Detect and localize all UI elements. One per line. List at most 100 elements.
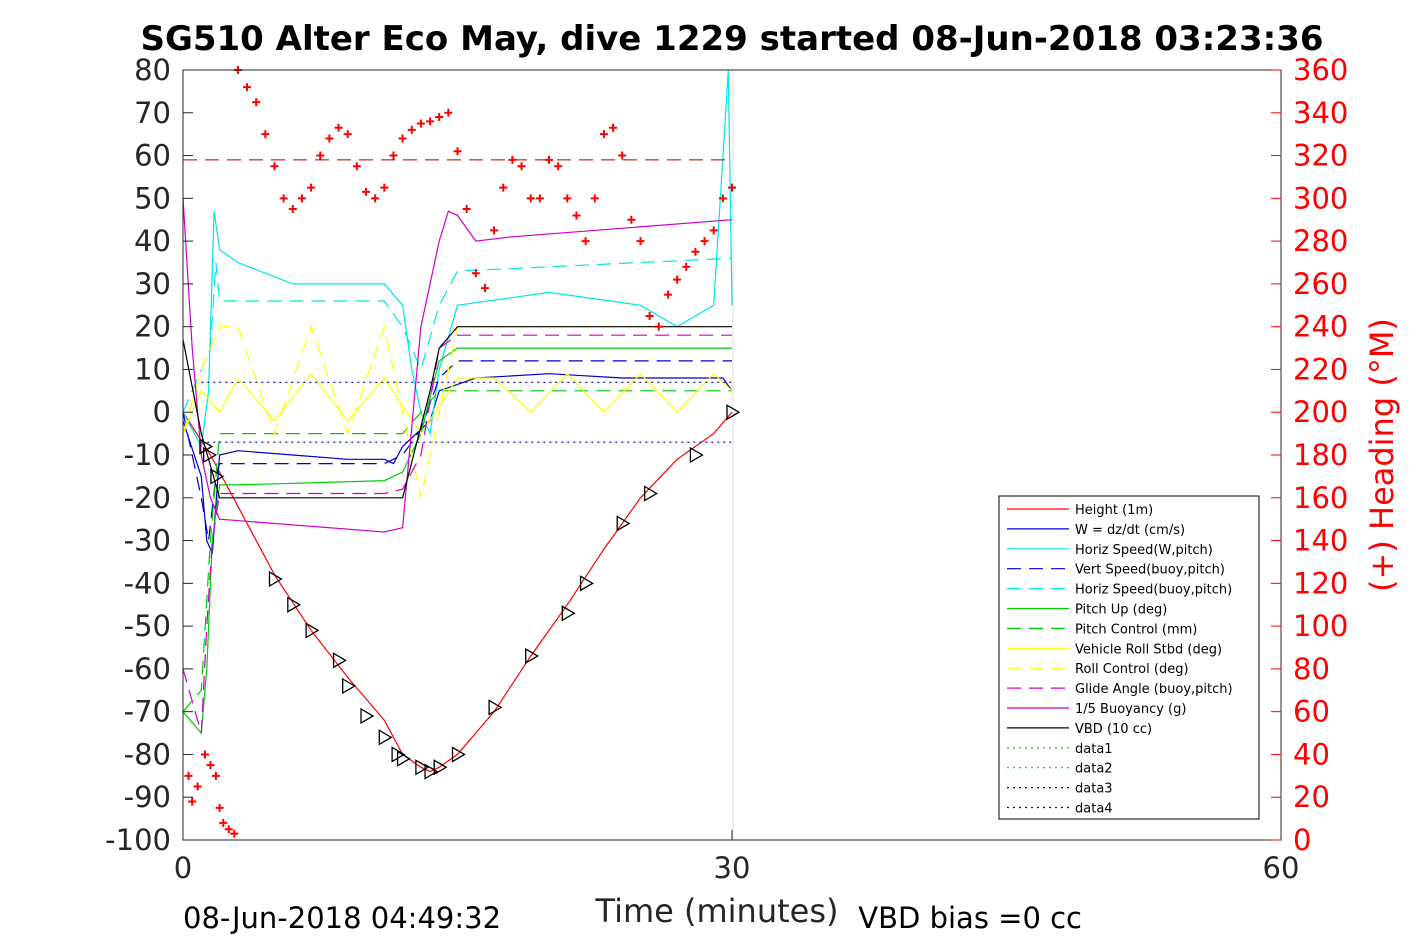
y-tick-label: -40: [124, 566, 171, 600]
heading-point: [307, 183, 316, 192]
heading-point: [499, 183, 508, 192]
heading-point: [371, 194, 380, 203]
heading-point: [663, 290, 672, 299]
heading-point: [654, 322, 663, 331]
y2-tick-label: 340: [1293, 96, 1348, 130]
heading-point: [230, 829, 239, 838]
heading-point: [316, 151, 325, 160]
y2-tick-label: 300: [1293, 181, 1348, 215]
series-line-5: [182, 257, 733, 413]
heading-point: [211, 771, 220, 780]
footer-vbd-bias: VBD bias =0 cc: [858, 901, 1082, 935]
heading-point: [572, 211, 581, 220]
heading-point: [581, 237, 590, 246]
depth-marker: [525, 647, 539, 665]
heading-point: [728, 183, 736, 192]
depth-marker: [202, 446, 217, 464]
heading-point: [380, 183, 389, 192]
heading-point: [219, 818, 228, 827]
heading-point: [453, 147, 462, 156]
heading-point: [407, 125, 416, 134]
depth-marker: [305, 622, 320, 639]
footer-timestamp: 08-Jun-2018 04:49:32: [183, 901, 501, 935]
y2-tick-label: 60: [1293, 695, 1330, 729]
depth-marker: [561, 605, 576, 622]
series-line-11: [182, 198, 733, 533]
heading-point: [243, 83, 252, 92]
heading-point: [389, 151, 398, 160]
heading-point: [462, 205, 471, 214]
heading-point: [471, 269, 480, 278]
legend-entry: W = dz/dt (cm/s): [1075, 523, 1185, 538]
heading-point: [554, 162, 563, 171]
y-tick-label: -70: [124, 695, 171, 729]
heading-point: [325, 134, 334, 143]
depth-marker: [616, 515, 631, 532]
heading-point: [288, 205, 297, 214]
legend-entry: data2: [1075, 762, 1113, 777]
y-tick-label: -20: [124, 481, 171, 515]
depth-marker: [433, 759, 448, 776]
y2-tick-label: 120: [1293, 566, 1348, 600]
heading-point: [526, 194, 535, 203]
heading-point: [426, 117, 435, 126]
heading-point: [193, 782, 202, 791]
heading-point: [618, 151, 627, 160]
heading-point: [709, 226, 718, 235]
heading-point: [270, 162, 279, 171]
y-tick-label: 10: [134, 352, 171, 386]
legend-entry: Horiz Speed(buoy,pitch): [1075, 583, 1232, 598]
y-tick-label: -100: [105, 823, 171, 857]
heading-point: [252, 98, 261, 107]
series-line-6: [182, 347, 732, 735]
depth-marker: [689, 446, 704, 464]
y2-tick-label: 80: [1293, 652, 1330, 686]
legend: Height (1m) W = dz/dt (cm/s) Horiz Speed(W…: [998, 495, 1260, 820]
heading-point: [535, 194, 544, 203]
heading-point: [352, 162, 361, 171]
x-tick-label: 0: [174, 851, 192, 885]
depth-marker: [579, 575, 594, 592]
y2-tick-label: 0: [1293, 823, 1311, 857]
y2-tick-label: 40: [1293, 737, 1330, 771]
heading-point: [343, 130, 352, 139]
y-tick-label: 0: [153, 395, 171, 429]
depth-marker: [451, 746, 466, 763]
series-line-4: [182, 360, 732, 541]
heading-point: [636, 237, 645, 246]
heading-point: [334, 123, 343, 132]
heading-point: [691, 247, 700, 256]
legend-entry: Pitch Up (deg): [1075, 603, 1167, 618]
legend-entry: Glide Angle (buoy,pitch): [1075, 682, 1233, 697]
legend-entry: data4: [1075, 802, 1113, 817]
heading-point: [517, 162, 526, 171]
y2-tick-label: 360: [1293, 53, 1348, 87]
legend-entry: Pitch Control (mm): [1075, 622, 1197, 637]
y2-tick-label: 100: [1293, 609, 1348, 643]
heading-point: [215, 803, 224, 812]
series-line-10: [182, 334, 732, 734]
heading-point: [297, 194, 306, 203]
y-tick-label: -30: [124, 524, 171, 558]
heading-point: [645, 311, 654, 320]
chart-title: SG510 Alter Eco May, dive 1229 started 0…: [140, 19, 1323, 59]
heading-point: [435, 113, 444, 122]
series-line-3: [182, 69, 733, 449]
heading-point: [590, 194, 599, 203]
heading-point: [563, 194, 572, 203]
x-tick-label: 30: [714, 851, 751, 885]
heading-point: [206, 761, 215, 770]
heading-point: [188, 797, 197, 806]
y2-tick-label: 240: [1293, 310, 1348, 344]
depth-marker: [424, 763, 439, 780]
y-tick-label: 80: [134, 53, 171, 87]
heading-point: [609, 123, 618, 132]
y2-tick-label: 180: [1293, 438, 1348, 472]
y-tick-label: 20: [134, 310, 171, 344]
y-tick-label: -50: [124, 609, 171, 643]
y2-tick-label: 280: [1293, 224, 1348, 258]
heading-point: [480, 284, 489, 293]
depth-marker: [268, 570, 283, 588]
legend-entry: Height (1m): [1075, 503, 1153, 518]
